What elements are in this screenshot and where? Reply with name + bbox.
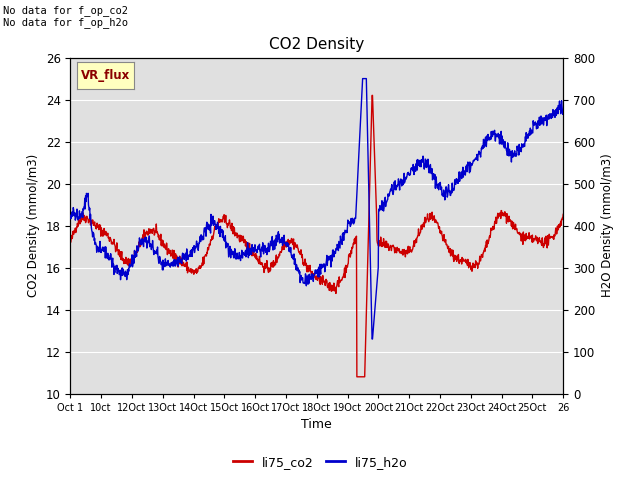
Y-axis label: H2O Density (mmol/m3): H2O Density (mmol/m3) <box>601 154 614 298</box>
X-axis label: Time: Time <box>301 418 332 431</box>
Text: No data for f_op_co2
No data for f_op_h2o: No data for f_op_co2 No data for f_op_h2… <box>3 5 128 28</box>
Legend: li75_co2, li75_h2o: li75_co2, li75_h2o <box>228 451 412 474</box>
Title: CO2 Density: CO2 Density <box>269 37 364 52</box>
Text: VR_flux: VR_flux <box>81 69 130 82</box>
Y-axis label: CO2 Density (mmol/m3): CO2 Density (mmol/m3) <box>27 154 40 297</box>
